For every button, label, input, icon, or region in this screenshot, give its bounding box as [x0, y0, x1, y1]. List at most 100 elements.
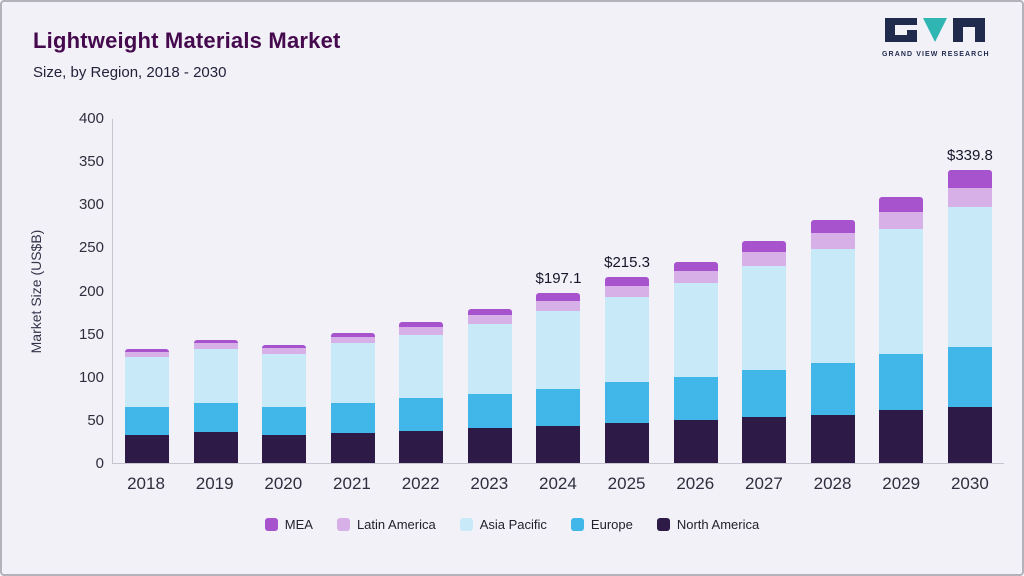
bar-segment-2027-north-america[interactable]	[742, 417, 787, 463]
bar-segment-2019-north-america[interactable]	[193, 432, 238, 463]
bar-segment-2026-asia-pacific[interactable]	[673, 283, 718, 377]
bar-segment-2029-latin-america[interactable]	[879, 212, 924, 229]
x-label-2026: 2026	[676, 474, 715, 493]
bar-segment-2018-europe[interactable]	[125, 407, 169, 435]
x-label-2018: 2018	[127, 474, 165, 493]
bar-segment-2021-mea[interactable]	[330, 333, 375, 337]
bar-segment-2029-europe[interactable]	[879, 354, 924, 410]
bar-segment-2023-latin-america[interactable]	[467, 315, 512, 324]
bar-segment-2025-europe[interactable]	[605, 382, 650, 423]
bar-segment-2026-europe[interactable]	[673, 377, 718, 420]
bar-stack-2028	[810, 220, 855, 463]
bar-segment-2030-latin-america[interactable]	[947, 188, 992, 207]
bar-segment-2018-north-america[interactable]	[125, 435, 169, 463]
bar-segment-2028-latin-america[interactable]	[810, 233, 855, 249]
bar-segment-2030-north-america[interactable]	[947, 407, 992, 463]
bar-column-2026[interactable]	[673, 262, 718, 463]
bar-segment-2027-europe[interactable]	[742, 370, 787, 417]
bar-segment-2026-latin-america[interactable]	[673, 271, 718, 283]
bar-segment-2030-asia-pacific[interactable]	[947, 207, 992, 347]
bar-column-2027[interactable]	[742, 241, 787, 463]
bar-segment-2020-europe[interactable]	[262, 407, 307, 435]
bar-segment-2022-north-america[interactable]	[399, 431, 444, 463]
bar-stack-2019	[193, 340, 238, 463]
bar-segment-2024-mea[interactable]	[536, 293, 581, 301]
bar-segment-2022-europe[interactable]	[399, 398, 444, 431]
legend-label-latin-america: Latin America	[356, 517, 436, 532]
bar-column-2024[interactable]: $197.1	[536, 270, 581, 463]
bar-segment-2027-asia-pacific[interactable]	[742, 266, 787, 370]
bar-column-2023[interactable]	[467, 309, 512, 463]
gvr-logo-icon	[885, 18, 985, 42]
bar-segment-2021-latin-america[interactable]	[330, 337, 375, 343]
bar-segment-2028-europe[interactable]	[810, 363, 855, 415]
bar-segment-2028-asia-pacific[interactable]	[810, 249, 855, 363]
legend-item-mea[interactable]: MEA	[264, 517, 313, 532]
bar-segment-2023-north-america[interactable]	[467, 428, 512, 463]
bar-column-2025[interactable]: $215.3	[604, 254, 650, 463]
bar-segment-2018-mea[interactable]	[125, 349, 169, 352]
bar-segment-2021-europe[interactable]	[330, 403, 375, 433]
bar-segment-2025-latin-america[interactable]	[605, 286, 650, 297]
legend-item-asia-pacific[interactable]: Asia Pacific	[459, 517, 547, 532]
bar-segment-2027-mea[interactable]	[742, 241, 787, 252]
bar-segment-2029-north-america[interactable]	[879, 410, 924, 463]
bar-column-2028[interactable]	[810, 220, 855, 463]
y-tick-400: 400	[78, 110, 104, 127]
bar-segment-2020-north-america[interactable]	[262, 435, 307, 463]
legend-item-europe[interactable]: Europe	[570, 517, 633, 532]
bar-segment-2022-mea[interactable]	[399, 322, 444, 327]
bar-segment-2024-asia-pacific[interactable]	[536, 311, 581, 389]
bar-column-2030[interactable]: $339.8	[947, 147, 993, 463]
bar-column-2020[interactable]	[262, 345, 307, 463]
bar-segment-2025-north-america[interactable]	[605, 423, 650, 463]
bar-segment-2028-mea[interactable]	[810, 220, 855, 233]
bar-segment-2025-mea[interactable]	[605, 277, 650, 286]
bar-column-2029[interactable]	[879, 197, 924, 463]
bar-segment-2024-europe[interactable]	[536, 389, 581, 426]
legend: MEA Latin America Asia Pacific Europe North …	[2, 517, 1022, 532]
bar-segment-2027-latin-america[interactable]	[742, 252, 787, 266]
bar-stack-2024	[536, 293, 581, 463]
bar-segment-2030-mea[interactable]	[947, 170, 992, 188]
legend-item-north-america[interactable]: North America	[656, 517, 759, 532]
bar-segment-2029-mea[interactable]	[879, 197, 924, 212]
bar-column-2018[interactable]	[125, 349, 169, 463]
bar-column-2019[interactable]	[193, 340, 238, 463]
bar-segment-2028-north-america[interactable]	[810, 415, 855, 463]
bar-segment-2030-europe[interactable]	[947, 347, 992, 407]
bar-segment-2023-asia-pacific[interactable]	[467, 324, 512, 394]
bar-value-label-2030: $339.8	[947, 147, 993, 164]
bar-segment-2020-mea[interactable]	[262, 345, 307, 348]
bar-segment-2021-north-america[interactable]	[330, 433, 375, 463]
bar-segment-2020-asia-pacific[interactable]	[262, 354, 307, 407]
bar-segment-2024-latin-america[interactable]	[536, 301, 581, 311]
bar-segment-2019-europe[interactable]	[193, 403, 238, 432]
bar-segment-2029-asia-pacific[interactable]	[879, 229, 924, 354]
bar-segment-2023-europe[interactable]	[467, 394, 512, 428]
bar-stack-2021	[330, 333, 375, 463]
bar-column-2021[interactable]	[330, 333, 375, 463]
bar-segment-2021-asia-pacific[interactable]	[330, 343, 375, 403]
bar-segment-2020-latin-america[interactable]	[262, 348, 307, 354]
legend-label-europe: Europe	[590, 517, 633, 532]
bar-segment-2019-latin-america[interactable]	[193, 343, 238, 349]
legend-swatch-latin-america	[336, 518, 350, 531]
bar-segment-2019-asia-pacific[interactable]	[193, 349, 238, 403]
bar-segment-2022-asia-pacific[interactable]	[399, 335, 444, 398]
bar-segment-2024-north-america[interactable]	[536, 426, 581, 463]
x-axis-labels: 2018 2019 2020 2021 2022 2023 2024 2025 2026 2027…	[112, 474, 1004, 494]
bar-segment-2026-mea[interactable]	[673, 262, 718, 271]
x-label-2029: 2029	[882, 474, 921, 493]
bar-segment-2018-latin-america[interactable]	[125, 352, 169, 357]
bar-segment-2022-latin-america[interactable]	[399, 327, 444, 335]
bar-segment-2019-mea[interactable]	[193, 340, 238, 343]
bar-segment-2025-asia-pacific[interactable]	[605, 297, 650, 382]
legend-item-latin-america[interactable]: Latin America	[336, 517, 436, 532]
bar-segment-2023-mea[interactable]	[467, 309, 512, 315]
bar-segment-2026-north-america[interactable]	[673, 420, 718, 463]
y-tick-350: 350	[78, 153, 104, 171]
bar-segment-2018-asia-pacific[interactable]	[125, 357, 169, 407]
bar-column-2022[interactable]	[399, 322, 444, 463]
